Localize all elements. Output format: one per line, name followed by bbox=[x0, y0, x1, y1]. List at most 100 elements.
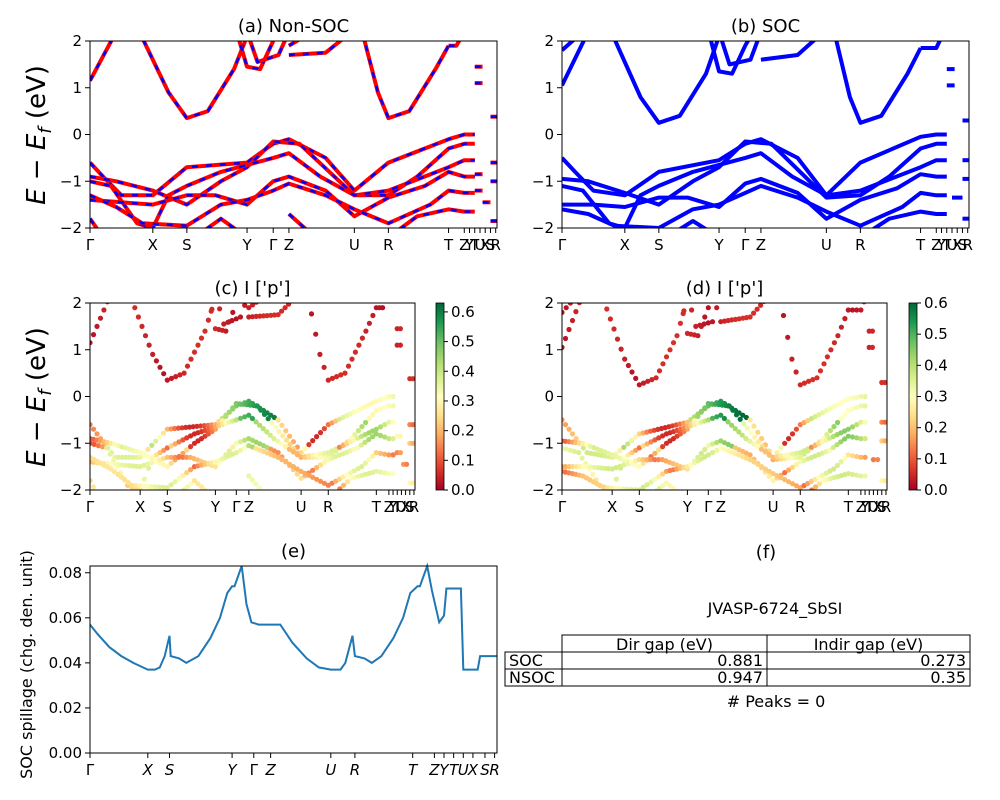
scatter-point bbox=[838, 459, 844, 465]
scatter-point bbox=[377, 469, 384, 475]
scatter-point bbox=[219, 418, 225, 424]
x-tick-label: Γ bbox=[558, 236, 567, 254]
x-tick-label: U bbox=[349, 236, 360, 254]
scatter-point bbox=[287, 461, 293, 467]
scatter-point bbox=[317, 351, 323, 357]
scatter-point bbox=[604, 306, 610, 312]
scatter-point bbox=[269, 420, 275, 426]
scatter-point bbox=[835, 333, 841, 339]
band-line-soc-overlay bbox=[399, 208, 475, 228]
x-tick-label: U bbox=[768, 498, 779, 516]
scatter-point bbox=[605, 485, 611, 490]
y-axis-label-unit: (eV) bbox=[22, 327, 52, 389]
x-tick-label: T bbox=[371, 498, 382, 516]
scatter-point bbox=[663, 354, 670, 360]
colorbar-tick-label: 0.5 bbox=[924, 325, 948, 343]
scatter-point bbox=[286, 446, 292, 452]
x-tick-label: X bbox=[480, 236, 490, 254]
scatter-point bbox=[849, 424, 856, 430]
scatter-point bbox=[314, 452, 320, 458]
y-tick-label: 2 bbox=[544, 32, 554, 50]
scatter-point bbox=[184, 435, 190, 441]
scatter-point bbox=[838, 439, 844, 445]
scatter-point bbox=[208, 308, 214, 314]
scatter-point bbox=[789, 431, 796, 437]
scatter-point bbox=[314, 476, 320, 482]
scatter-point bbox=[373, 398, 379, 404]
colorbar-tick-label: 0.0 bbox=[451, 481, 475, 499]
scatter-point bbox=[302, 446, 308, 452]
y-tick-label: 0.04 bbox=[49, 654, 82, 672]
scatter-point bbox=[359, 335, 365, 341]
x-tick-label: S bbox=[480, 761, 490, 779]
scatter-point bbox=[656, 435, 662, 441]
y-tick-label: 0 bbox=[72, 388, 82, 406]
scatter-point bbox=[137, 483, 143, 489]
scatter-point bbox=[793, 426, 800, 432]
colorbar: 0.6 0.5 0.4 0.3 0.2 0.1 0.0 bbox=[435, 302, 475, 499]
scatter-point bbox=[108, 466, 114, 472]
x-tick-label: Y bbox=[936, 236, 947, 254]
scatter-point bbox=[611, 326, 617, 332]
colorbar-tick-label: 0.2 bbox=[451, 422, 475, 440]
x-tick-label: Γ bbox=[269, 236, 278, 254]
scatter-point bbox=[314, 465, 320, 471]
scatter-point bbox=[854, 472, 860, 478]
band-line-soc bbox=[834, 41, 923, 125]
y-tick-label: 0.08 bbox=[49, 564, 82, 582]
scatter-point bbox=[321, 459, 327, 465]
scatter-point bbox=[271, 436, 277, 442]
band-line-nonsoc bbox=[448, 41, 462, 48]
x-tick-label: Γ bbox=[250, 761, 259, 779]
scatter-point bbox=[845, 433, 851, 439]
scatter-point bbox=[580, 445, 587, 451]
scatter-point bbox=[90, 340, 93, 346]
scatter-point bbox=[302, 470, 308, 476]
scatter-point bbox=[230, 309, 236, 315]
scatter-point bbox=[290, 449, 296, 455]
scatter-point bbox=[294, 471, 300, 477]
scatter-point bbox=[817, 368, 824, 374]
scatter-point bbox=[739, 432, 745, 438]
x-tick-label: S bbox=[654, 236, 664, 254]
scatter-point bbox=[145, 446, 151, 452]
scatter-point bbox=[366, 457, 372, 463]
x-tick-label: Y bbox=[241, 236, 252, 254]
scatter-point bbox=[152, 484, 159, 490]
table-value: 0.35 bbox=[930, 668, 966, 687]
colorbar-tick-label: 0.2 bbox=[924, 419, 948, 437]
scatter-point bbox=[648, 439, 654, 445]
scatter-point bbox=[246, 412, 252, 418]
scatter-point bbox=[849, 395, 856, 401]
y-tick-label: 1 bbox=[544, 341, 554, 359]
band-line-soc-overlay bbox=[288, 41, 300, 47]
scatter-point bbox=[150, 351, 156, 357]
y-tick-label: −2 bbox=[60, 481, 82, 499]
x-tick-label: S bbox=[163, 498, 173, 516]
scatter-point bbox=[766, 452, 772, 458]
scatter-point bbox=[249, 415, 255, 422]
y-axis-label-main: E − E bbox=[22, 133, 52, 205]
scatter-point bbox=[181, 370, 187, 376]
scatter-point bbox=[758, 446, 765, 452]
scatter-point bbox=[377, 406, 384, 412]
y-tick-label: 1 bbox=[72, 79, 82, 97]
scatter-point bbox=[858, 403, 864, 409]
scatter-point bbox=[283, 444, 289, 450]
scatter-point bbox=[797, 454, 803, 460]
x-tick-label: Γ bbox=[704, 498, 713, 516]
y-axis-label-unit: (eV) bbox=[22, 65, 52, 127]
scatter-point bbox=[233, 316, 239, 322]
scatter-point bbox=[644, 441, 650, 447]
scatter-point bbox=[90, 426, 97, 432]
scatter-point bbox=[242, 414, 248, 420]
scatter-point bbox=[362, 460, 368, 466]
scatter-point bbox=[882, 419, 887, 425]
scatter-point bbox=[747, 457, 753, 463]
scatter-point bbox=[789, 481, 796, 487]
x-tick-label: R bbox=[881, 498, 891, 516]
scatter-point bbox=[90, 478, 93, 484]
scatter-point bbox=[283, 428, 289, 434]
scatter-point bbox=[660, 483, 666, 489]
